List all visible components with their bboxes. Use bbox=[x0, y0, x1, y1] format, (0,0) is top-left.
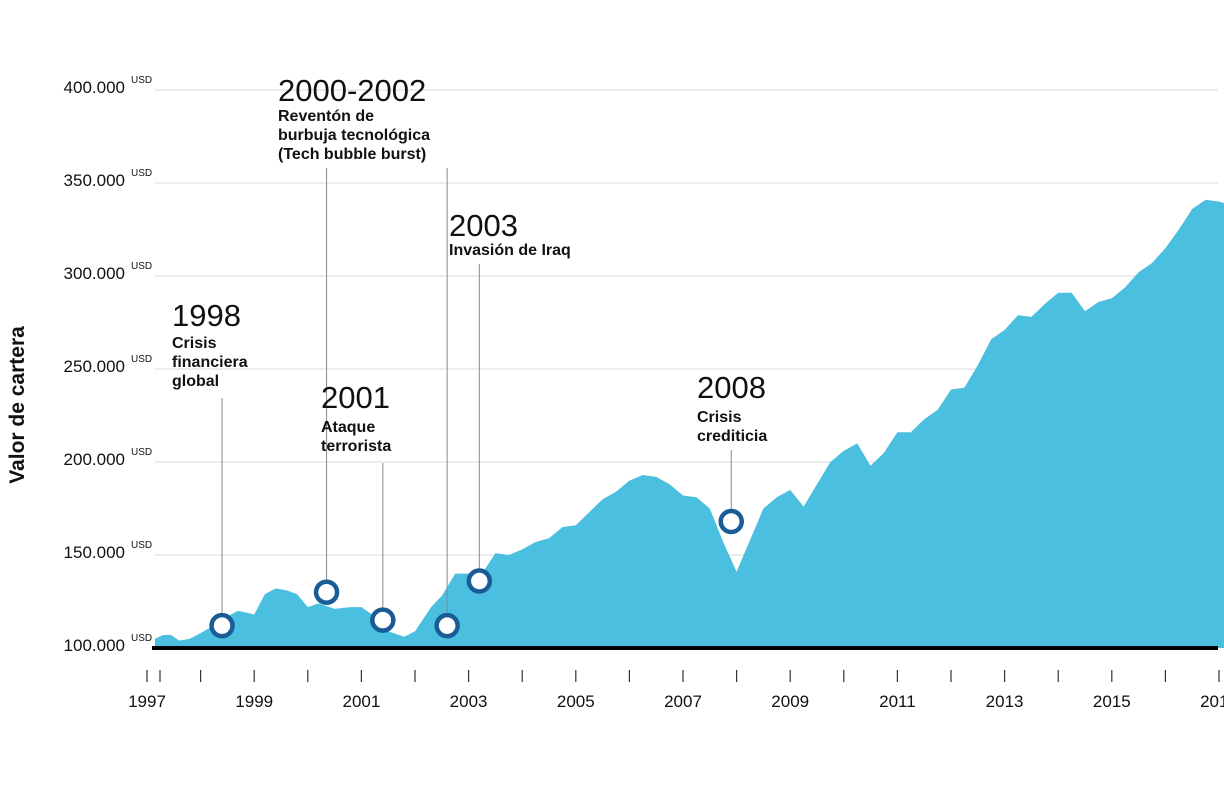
axis-layer: 400.000 USD 350.000 USD 300.000 USD 250.000 USD… bbox=[64, 75, 1224, 711]
annotation-description: Invasión de Iraq bbox=[449, 242, 571, 259]
marker-layer bbox=[209, 508, 744, 639]
x-tick-label: 1997 bbox=[128, 692, 166, 711]
y-tick-unit: USD bbox=[131, 633, 152, 644]
x-tick-label: 1999 bbox=[235, 692, 273, 711]
y-tick-unit: USD bbox=[131, 75, 152, 86]
x-tick-label: 2015 bbox=[1093, 692, 1131, 711]
y-tick-unit: USD bbox=[131, 540, 152, 551]
event-marker bbox=[434, 612, 460, 639]
event-marker bbox=[209, 612, 235, 639]
leader-layer bbox=[221, 168, 732, 615]
event-marker bbox=[313, 579, 340, 605]
x-tick-label: 2005 bbox=[557, 692, 595, 711]
annotation-year: 2000-2002 bbox=[278, 73, 427, 108]
x-tick-label: 2009 bbox=[771, 692, 809, 711]
x-tick-label: 2003 bbox=[450, 692, 488, 711]
annotation-description: Reventón de burbuja tecnológica (Tech bu… bbox=[278, 108, 431, 163]
y-tick-label: 150.000 bbox=[64, 543, 125, 562]
x-tick-label: 2017 bbox=[1200, 692, 1224, 711]
area-layer bbox=[155, 199, 1224, 648]
y-tick-unit: USD bbox=[131, 447, 152, 458]
annotation-year: 2001 bbox=[321, 380, 390, 415]
x-tick-label: 2007 bbox=[664, 692, 702, 711]
y-tick-label: 100.000 bbox=[64, 636, 125, 655]
annotation-description: Crisis financiera global bbox=[172, 335, 248, 390]
portfolio-area bbox=[155, 199, 1224, 648]
y-tick-label: 400.000 bbox=[64, 78, 125, 97]
annotation-year: 2003 bbox=[449, 208, 518, 243]
y-tick-unit: USD bbox=[131, 168, 152, 179]
y-tick-label: 300.000 bbox=[64, 264, 125, 283]
x-tick-label: 2001 bbox=[342, 692, 380, 711]
annotation-year: 1998 bbox=[172, 298, 241, 333]
annotation-description: Ataque terrorista bbox=[321, 419, 392, 455]
annotation-description: Crisis crediticia bbox=[697, 409, 768, 445]
event-marker bbox=[370, 607, 396, 633]
event-marker bbox=[718, 508, 744, 535]
y-tick-label: 250.000 bbox=[64, 357, 125, 376]
x-tick-label: 2013 bbox=[986, 692, 1024, 711]
y-tick-label: 200.000 bbox=[64, 450, 125, 469]
y-tick-unit: USD bbox=[131, 261, 152, 272]
y-tick-label: 350.000 bbox=[64, 171, 125, 190]
y-axis-label: Valor de cartera bbox=[6, 326, 29, 484]
y-tick-unit: USD bbox=[131, 354, 152, 365]
event-marker bbox=[466, 568, 493, 594]
annotation-year: 2008 bbox=[697, 370, 766, 405]
x-tick-label: 2011 bbox=[879, 692, 916, 711]
